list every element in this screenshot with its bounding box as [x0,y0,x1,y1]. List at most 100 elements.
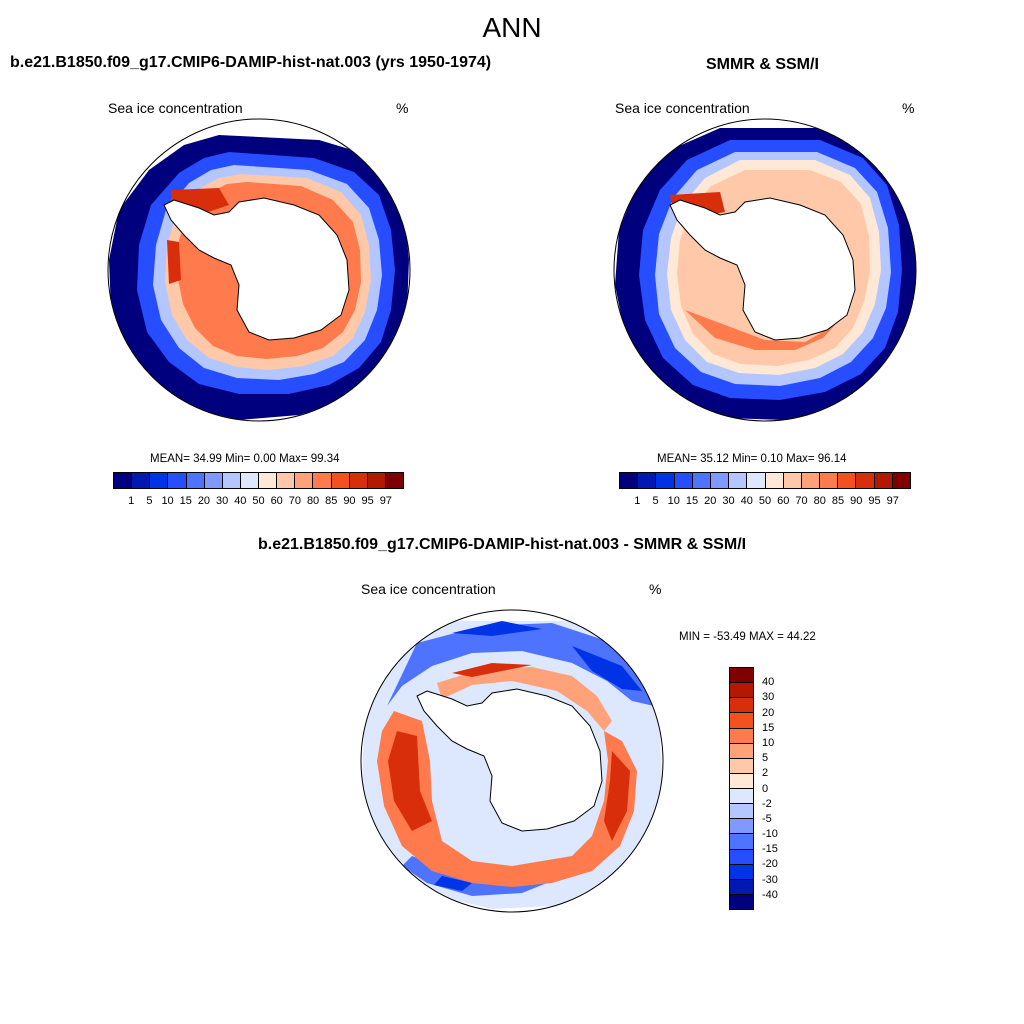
panel1-title: b.e21.B1850.f09_g17.CMIP6-DAMIP-hist-nat… [10,54,492,71]
colorbar-swatch [692,473,711,488]
panel1-colorbar-ticks: 1 5 10 15 20 30 40 50 60 70 80 85 90 95 97 [113,495,404,509]
colorbar-swatch [385,473,403,488]
panel3-difference-map [360,609,664,913]
colorbar-tick-label: 5 [146,495,153,507]
panel1-polar-map [107,118,411,422]
panel3-min-max: MIN = -53.49 MAX = 44.22 [679,631,816,643]
colorbar-swatch [114,473,133,488]
colorbar-swatch [730,758,753,774]
colorbar-swatch [367,473,386,488]
colorbar-tick-label: -40 [762,888,778,901]
colorbar-swatch [620,473,639,488]
colorbar-tick-label: -10 [762,828,778,841]
colorbar-tick-label: 95 [361,495,374,507]
panel2-colorbar [619,472,911,489]
colorbar-swatch [730,789,753,805]
colorbar-tick-label: 5 [652,495,659,507]
colorbar-swatch [820,473,839,488]
colorbar-tick-label: 10 [762,736,775,749]
colorbar-tick-label: 97 [379,495,392,507]
panel2-polar-map [613,118,917,422]
colorbar-tick-label: 10 [667,495,680,507]
colorbar-swatch [240,473,259,488]
colorbar-tick-label: 90 [850,495,863,507]
colorbar-tick-label: 1 [128,495,135,507]
colorbar-swatch [747,473,766,488]
colorbar-swatch [730,864,753,880]
colorbar-tick-label: 10 [161,495,174,507]
panel2-colorbar-ticks: 1 5 10 15 20 30 40 50 60 70 80 85 90 95 97 [619,495,911,509]
colorbar-tick-label: 15 [685,495,699,507]
colorbar-swatch [730,834,753,850]
panel2-title: SMMR & SSM/I [706,56,819,73]
colorbar-tick-label: -30 [762,873,778,886]
colorbar-tick-label: 70 [288,495,301,507]
colorbar-swatch [730,698,753,714]
colorbar-tick-label: 20 [762,706,775,719]
colorbar-tick-label: -15 [762,843,778,856]
colorbar-swatch [168,473,187,488]
colorbar-swatch [259,473,278,488]
colorbar-tick-label: 70 [795,495,808,507]
colorbar-tick-label: 30 [722,495,735,507]
colorbar-tick-label: -20 [762,858,778,871]
colorbar-swatch [730,683,753,699]
colorbar-tick-label: 15 [762,721,775,734]
colorbar-tick-label: 60 [777,495,790,507]
colorbar-tick-label: 0 [762,782,769,795]
colorbar-tick-label: 95 [868,495,881,507]
figure-title: ANN [482,12,542,43]
panel2-units-label: % [902,100,915,116]
colorbar-tick-label: 50 [758,495,772,507]
colorbar-swatch [892,473,910,488]
colorbar-tick-label: 30 [216,495,229,507]
panel3-variable-label: Sea ice concentration [361,581,496,597]
colorbar-tick-label: 40 [740,495,753,507]
colorbar-tick-label: 20 [704,495,717,507]
colorbar-swatch [730,879,753,895]
panel1-stats: MEAN= 34.99 Min= 0.00 Max= 99.34 [150,453,340,465]
colorbar-swatch [730,894,753,909]
colorbar-tick-label: 1 [634,495,641,507]
colorbar-swatch [783,473,802,488]
colorbar-tick-label: 85 [831,495,845,507]
panel3-colorbar [729,667,754,910]
panel3-colorbar-ticks: 40 30 20 15 10 5 2 0 -2 -5 -10 -15 -20 -30 -40 [762,667,802,910]
panel1-colorbar [113,472,404,489]
colorbar-swatch [730,849,753,865]
colorbar-swatch [730,728,753,744]
colorbar-tick-label: -5 [762,812,772,825]
colorbar-swatch [801,473,821,488]
colorbar-swatch [295,473,314,488]
colorbar-tick-label: 5 [762,752,769,765]
colorbar-tick-label: 20 [197,495,211,507]
colorbar-swatch [132,473,151,488]
colorbar-swatch [730,773,753,789]
colorbar-tick-label: 97 [886,495,899,507]
colorbar-tick-label: 60 [270,495,283,507]
colorbar-tick-label: 50 [252,495,265,507]
colorbar-tick-label: 80 [813,495,826,507]
colorbar-swatch [204,473,223,488]
colorbar-swatch [765,473,784,488]
colorbar-swatch [349,473,368,488]
colorbar-swatch [710,473,730,488]
colorbar-swatch [150,473,169,488]
colorbar-swatch [856,473,875,488]
colorbar-swatch [656,473,675,488]
colorbar-swatch [313,473,332,488]
colorbar-tick-label: 40 [234,495,247,507]
colorbar-swatch [730,804,753,820]
panel3-title: b.e21.B1850.f09_g17.CMIP6-DAMIP-hist-nat… [258,536,747,553]
colorbar-swatch [838,473,857,488]
colorbar-tick-label: 40 [762,676,775,689]
panel1-units-label: % [396,100,409,116]
colorbar-swatch [674,473,693,488]
colorbar-swatch [730,668,753,684]
panel2-variable-label: Sea ice concentration [615,100,750,116]
colorbar-tick-label: 85 [325,495,338,507]
colorbar-tick-label: 90 [343,495,356,507]
panel2-stats: MEAN= 35.12 Min= 0.10 Max= 96.14 [657,453,847,465]
colorbar-tick-label: -2 [762,797,772,810]
panel3-units-label: % [649,581,662,597]
